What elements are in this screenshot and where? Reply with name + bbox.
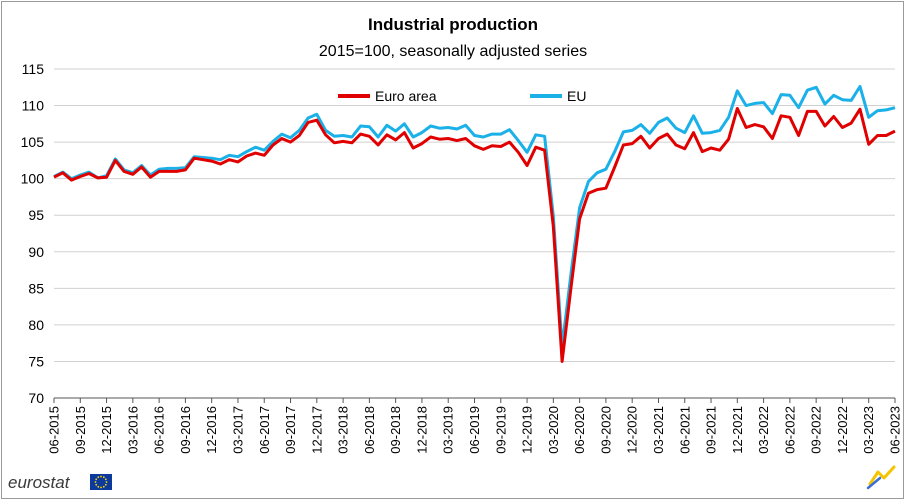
y-tick-label: 115 <box>22 61 45 77</box>
x-tick-label: 03-2023 <box>861 406 876 454</box>
chart-title: Industrial production <box>368 15 538 34</box>
x-tick-label: 09-2015 <box>73 406 88 454</box>
x-tick-label: 03-2022 <box>756 406 771 454</box>
x-tick-label: 12-2018 <box>414 406 429 454</box>
eu-flag-star <box>94 481 97 483</box>
series-line-eu <box>53 85 896 349</box>
eu-flag-star <box>102 476 105 479</box>
x-tick-label: 06-2020 <box>572 406 587 454</box>
legend: Euro area EU <box>338 88 586 104</box>
x-tick-label: 09-2019 <box>493 406 508 454</box>
x-tick-label: 12-2022 <box>835 406 850 454</box>
eu-flag-star <box>100 475 102 478</box>
x-tick-label: 12-2015 <box>99 406 114 454</box>
x-tick-label: 06-2018 <box>362 406 377 454</box>
x-tick-label: 03-2017 <box>230 406 245 454</box>
x-tick-label: 03-2016 <box>125 406 140 454</box>
eu-flag-star <box>97 476 100 479</box>
eu-flag-stars-icon <box>94 475 108 489</box>
chart-subtitle: 2015=100, seasonally adjusted series <box>319 43 587 60</box>
eu-flag-star <box>104 478 107 481</box>
x-tick-label: 12-2020 <box>625 406 640 454</box>
x-tick-label: 09-2022 <box>809 406 824 454</box>
eu-flag-star <box>95 478 98 481</box>
x-tick-label: 03-2021 <box>651 406 666 454</box>
legend-label-euro-area: Euro area <box>375 88 437 104</box>
x-tick-label: 06-2019 <box>467 406 482 454</box>
y-tick-label: 110 <box>22 98 45 114</box>
legend-label-eu: EU <box>567 88 586 104</box>
eu-flag-star <box>95 483 98 486</box>
y-tick-label: 85 <box>28 280 44 296</box>
series-lines <box>53 85 896 363</box>
x-tick-label: 06-2021 <box>677 406 692 454</box>
x-tick-label: 09-2021 <box>704 406 719 454</box>
x-tick-label: 09-2016 <box>178 406 193 454</box>
y-tick-label: 95 <box>28 207 44 223</box>
y-tick-label: 105 <box>21 134 45 150</box>
eu-flag-star <box>97 485 100 488</box>
y-tick-label: 90 <box>28 244 44 260</box>
x-tick-label: 03-2019 <box>441 406 456 454</box>
eu-flag-star <box>105 481 108 483</box>
x-tick-label: 03-2018 <box>336 406 351 454</box>
x-tick-label: 06-2023 <box>888 406 903 454</box>
x-tick-label: 12-2016 <box>204 406 219 454</box>
y-tick-label: 70 <box>28 390 44 406</box>
eu-flag-icon <box>90 474 112 490</box>
x-tick-label: 09-2017 <box>283 406 298 454</box>
x-tick-label: 06-2022 <box>782 406 797 454</box>
x-tick-label: 03-2020 <box>546 406 561 454</box>
x-tick-label: 09-2018 <box>388 406 403 454</box>
x-tick-label: 12-2019 <box>520 406 535 454</box>
eu-flag-star <box>102 485 105 488</box>
eu-flag-star <box>104 483 107 486</box>
series-line-euro-area <box>53 107 896 363</box>
corner-mark-icon <box>866 465 896 490</box>
y-tick-label: 80 <box>28 317 44 333</box>
x-axis-ticks: 06-2015 09-2015 12-2015 03-2016 06-2016 09-20… <box>47 398 903 454</box>
eu-flag-star <box>100 486 102 489</box>
x-tick-label: 06-2016 <box>152 406 167 454</box>
x-tick-label: 06-2017 <box>257 406 272 454</box>
x-tick-label: 06-2015 <box>47 406 62 454</box>
eurostat-logo-text: eurostat <box>8 473 71 492</box>
x-tick-label: 12-2021 <box>730 406 745 454</box>
y-axis-ticks: 70 75 80 85 90 95 100 105 110 115 <box>21 61 45 406</box>
eurostat-logo: eurostat <box>8 473 112 492</box>
gridlines <box>54 68 895 399</box>
x-tick-label: 09-2020 <box>598 406 613 454</box>
x-tick-label: 12-2017 <box>309 406 324 454</box>
y-tick-label: 75 <box>28 353 44 369</box>
y-tick-label: 100 <box>21 171 45 187</box>
